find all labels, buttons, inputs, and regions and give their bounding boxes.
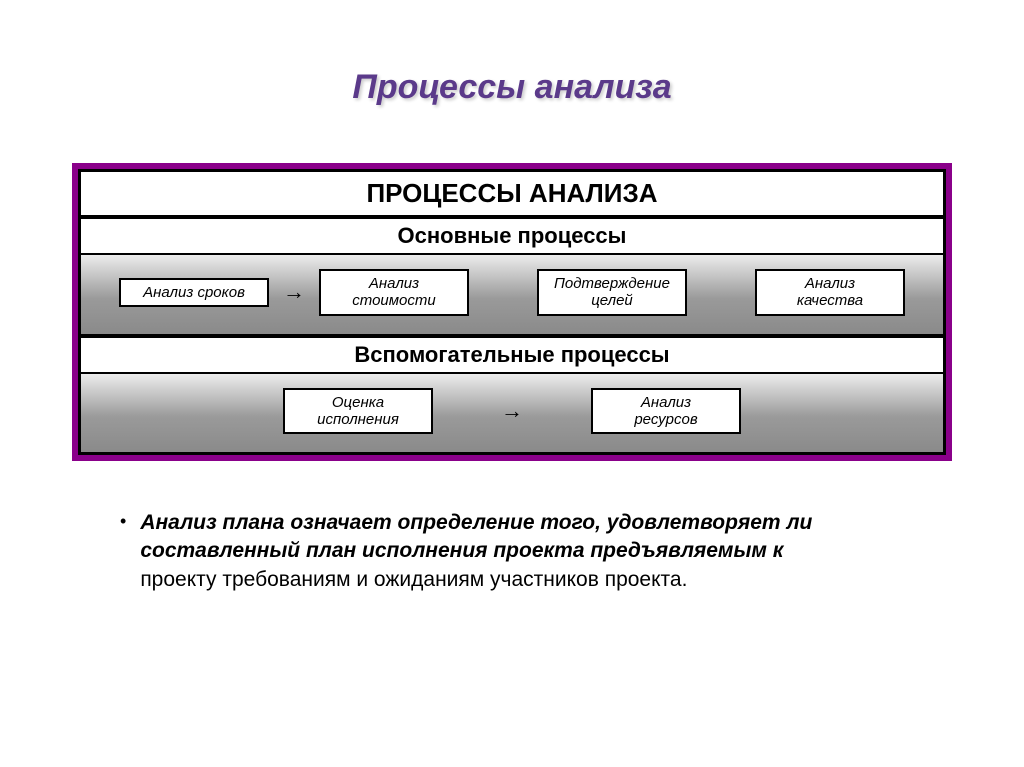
proc-box: Анализкачества [755,269,905,316]
section-band-1: Оценкаисполнения → Анализресурсов [81,374,943,453]
flow-arrow-icon: → [283,281,305,303]
bullet-rest-plain: проекту требованиям и ожиданиям участник… [140,568,687,591]
proc-box: Анализстоимости [319,269,469,316]
proc-box: Анализресурсов [591,388,741,435]
section-title-0: Основные процессы [81,217,943,255]
section-title-1: Вспомогательные процессы [81,336,943,374]
diagram-inner: ПРОЦЕССЫ АНАЛИЗА Основные процессы Анали… [81,172,943,452]
section-band-0: Анализ сроков → Анализстоимости Подтверж… [81,255,943,336]
bullet-icon: • [120,509,126,534]
proc-box: Подтверждениецелей [537,269,687,316]
bullet-paragraph: • Анализ плана означает определение того… [120,509,904,594]
diagram-frame: ПРОЦЕССЫ АНАЛИЗА Основные процессы Анали… [72,163,952,461]
proc-box: Оценкаисполнения [283,388,433,435]
bullet-text: Анализ плана означает определение того, … [140,509,904,594]
slide-title: Процессы анализа [0,0,1024,107]
proc-box: Анализ сроков [119,278,269,307]
bullet-lead: Анализ плана [140,511,284,534]
flow-arrow-icon: → [501,400,523,422]
diagram-main-header: ПРОЦЕССЫ АНАЛИЗА [81,172,943,217]
